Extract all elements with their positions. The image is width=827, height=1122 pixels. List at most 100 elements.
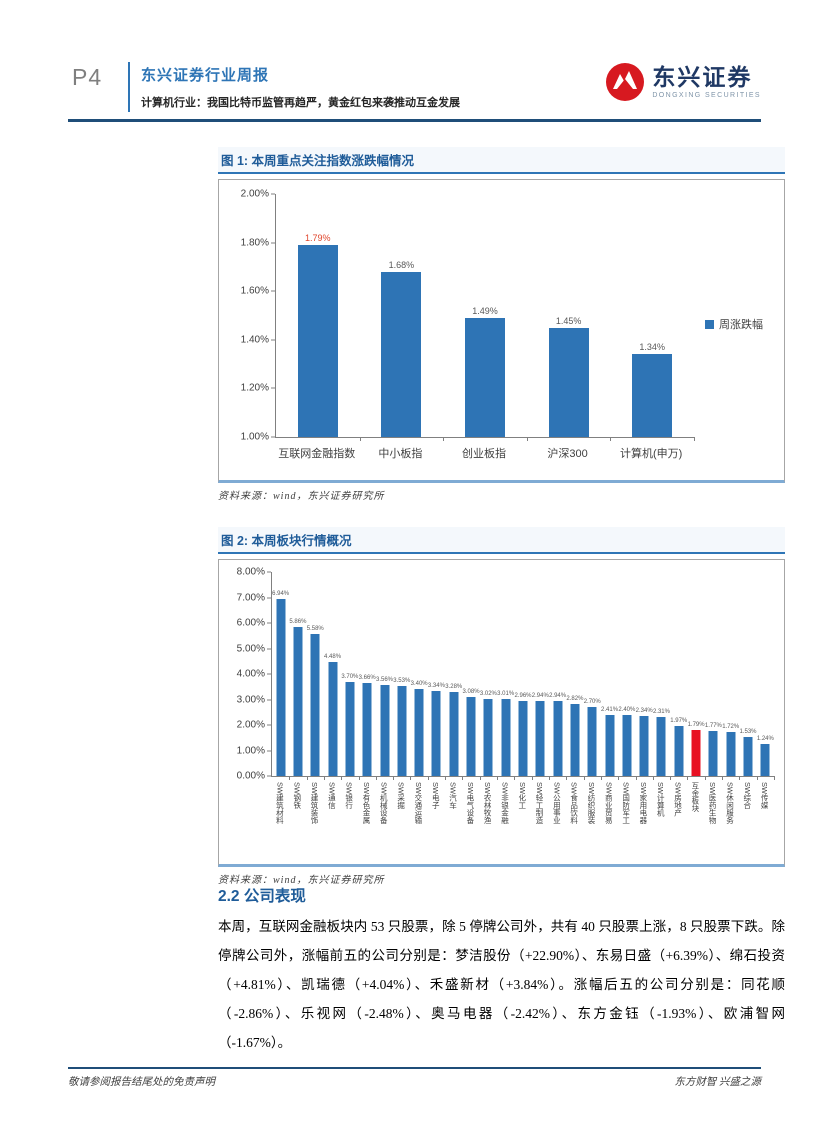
bar-value-label: 4.48% — [324, 653, 342, 660]
bar-value-label: 3.02% — [479, 691, 497, 697]
bar-SW机械设备 — [380, 685, 389, 776]
x-category-label: SW计算机 — [656, 782, 666, 817]
x-category-label: SW电气设备 — [465, 782, 475, 825]
x-category-label: SW非银金融 — [500, 782, 510, 825]
bar-slot: 2.82% — [566, 572, 583, 776]
bar-SW有色金属 — [362, 682, 372, 776]
bar-SW化工 — [518, 700, 528, 776]
x-tick-mark — [358, 776, 360, 780]
bar-SW建筑装饰 — [310, 633, 320, 776]
x-tick-mark — [445, 776, 447, 780]
x-category-label: SW通信 — [327, 782, 337, 810]
header-rule — [68, 119, 761, 122]
y-tick-label: 1.00% — [240, 431, 269, 443]
x-tick-mark — [427, 776, 429, 780]
bar-slot: 3.02% — [480, 572, 497, 776]
x-tick-mark — [375, 776, 377, 780]
bar-slot: 3.40% — [410, 572, 428, 776]
x-category-label: SW商业贸易 — [604, 782, 614, 825]
x-category-label: SW传媒 — [760, 782, 770, 810]
figure-2-title: 图 2: 本周板块行情概况 — [218, 527, 785, 554]
y-tick-label: 0.00% — [236, 770, 265, 782]
figure-1-source: 资料来源：wind，东兴证券研究所 — [218, 491, 385, 502]
x-category-label: SW钢铁 — [292, 782, 302, 810]
bar-value-label: 3.66% — [358, 674, 376, 681]
x-tick-mark — [694, 437, 695, 441]
y-tick-label: 1.80% — [240, 237, 269, 249]
y-tick-label: 8.00% — [236, 566, 265, 578]
y-tick-mark — [267, 571, 271, 573]
bar-SW医药生物 — [708, 730, 718, 776]
x-tick-mark — [514, 776, 516, 780]
y-tick-mark — [267, 724, 271, 726]
bar-value-label: 2.40% — [618, 706, 636, 713]
bar-创业板指 — [464, 317, 505, 437]
bar-value-label: 1.53% — [739, 729, 757, 735]
x-tick-mark — [410, 776, 412, 780]
bar-SW公用事业 — [553, 701, 563, 776]
bar-value-label: 1.24% — [756, 736, 774, 743]
x-tick-mark — [462, 776, 464, 780]
x-tick-mark — [635, 776, 637, 780]
x-category-label: 互金板块 — [690, 782, 700, 812]
bar-互联网金融指数 — [297, 245, 338, 437]
chart-1-y-axis: 2.00% 1.80% 1.60% 1.40% 1.20% 1.00% — [219, 189, 275, 443]
y-tick-mark — [267, 648, 271, 649]
legend-label: 周涨跌幅 — [719, 319, 763, 331]
bar-value-label: 3.08% — [462, 689, 480, 696]
bar-SW房地产 — [674, 725, 684, 776]
bar-slot: 1.79% — [687, 572, 705, 776]
bar-slot: 3.53% — [393, 572, 410, 776]
x-category-label: SW纺织服装 — [586, 782, 596, 825]
legend-swatch — [705, 319, 714, 329]
bar-slot: 1.24% — [757, 572, 774, 776]
bar-中小板指 — [381, 271, 422, 437]
x-tick-mark — [289, 776, 291, 780]
bar-slot: 2.31% — [653, 572, 670, 776]
y-tick-mark — [271, 242, 275, 244]
brand-subtitle: DONGXING SECURITIES — [652, 91, 761, 99]
x-category-label: SW电子 — [431, 782, 441, 810]
x-category-label: SW银行 — [344, 782, 354, 810]
bar-SW银行 — [345, 681, 355, 776]
y-tick-label: 2.00% — [240, 188, 269, 200]
chart-2-y-axis: 8.00% 7.00% 6.00% 5.00% 4.00% 3.00% 2.00% 1.00%… — [219, 567, 271, 782]
report-title: 东兴证券行业周报 — [141, 67, 270, 84]
figure-2: 图 2: 本周板块行情概况 8.00% 7.00% 6.00% 5.00% 4.00% 3… — [218, 527, 785, 886]
x-category-label: SW医药生物 — [708, 782, 718, 825]
bar-value-label: 2.34% — [635, 708, 653, 715]
x-tick-mark — [600, 776, 602, 780]
x-tick-mark — [610, 437, 612, 441]
y-tick-label: 5.00% — [236, 643, 265, 654]
bar-slot: 3.28% — [445, 572, 462, 776]
x-category-label: SW轻工制造 — [535, 782, 545, 825]
y-tick-mark — [271, 436, 275, 438]
bar-slot: 3.66% — [359, 572, 376, 776]
x-tick-mark — [687, 776, 689, 780]
x-category-label: SW公用事业 — [552, 782, 562, 825]
bar-value-label: 2.94% — [549, 693, 567, 700]
x-category-label: SW综合 — [742, 782, 752, 810]
bar-SW家用电器 — [639, 716, 649, 776]
bar-slot: 5.58% — [307, 572, 324, 776]
bar-slot: 1.79% — [276, 194, 360, 437]
bar-SW采掘 — [397, 686, 407, 776]
y-tick-mark — [267, 775, 271, 777]
y-tick-label: 6.00% — [236, 617, 265, 629]
x-tick-mark — [479, 776, 481, 780]
x-category-label: 中小板指 — [378, 448, 423, 460]
y-tick-mark — [267, 699, 271, 700]
bar-SW交通运输 — [414, 689, 424, 776]
x-tick-mark — [583, 776, 585, 780]
x-category-label: 互联网金融指数 — [278, 448, 356, 460]
bar-value-label: 3.53% — [393, 678, 411, 684]
bar-slot: 4.48% — [324, 572, 341, 776]
bar-slot: 1.45% — [527, 194, 611, 437]
bar-SW商业贸易 — [605, 714, 615, 776]
x-tick-mark — [652, 776, 654, 780]
x-category-label: SW有色金属 — [361, 782, 371, 825]
bar-value-label: 6.94% — [272, 591, 290, 598]
brand-logo-icon — [605, 62, 645, 102]
bar-计算机(申万) — [632, 354, 673, 437]
x-category-label: SW建筑材料 — [275, 782, 285, 825]
